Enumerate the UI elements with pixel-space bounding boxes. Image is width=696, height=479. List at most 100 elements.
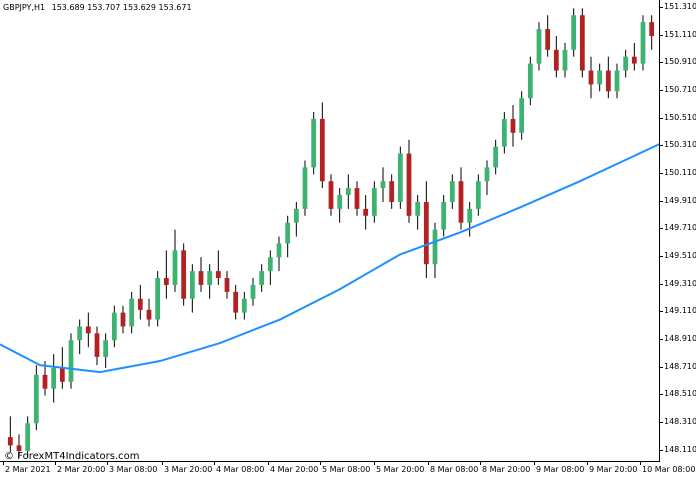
time-axis[interactable]: 2 Mar 2021 2 Mar 20:00 3 Mar 08:00 3 Mar 20…: [0, 462, 696, 479]
bull-candle: [519, 98, 525, 133]
bull-candle: [155, 278, 161, 320]
symbol-header: GBPJPY,H1 153.689 153.707 153.629 153.67…: [3, 3, 192, 13]
price-tick: [660, 366, 663, 368]
price-tick: [660, 145, 663, 147]
price-label: 149.710: [664, 223, 696, 233]
bull-candle: [103, 340, 109, 357]
time-tick: [214, 462, 215, 465]
price-tick: [660, 311, 663, 313]
time-label: 5 Mar 20:00: [376, 465, 425, 474]
price-label: 149.910: [664, 195, 696, 205]
bull-candle: [415, 201, 421, 216]
bear-candle: [59, 367, 65, 382]
bull-candle: [493, 146, 499, 168]
price-tick: [660, 62, 663, 64]
bull-candle: [475, 181, 481, 209]
price-axis[interactable]: 151.310 151.110 150.910 150.710 150.510 150.3…: [660, 0, 696, 462]
time-label: 4 Mar 08:00: [216, 465, 265, 474]
bear-candle: [233, 291, 239, 313]
price-label: 148.510: [664, 389, 696, 399]
price-tick: [660, 200, 663, 202]
bull-candle: [371, 188, 377, 216]
bull-candle: [302, 167, 308, 209]
bull-candle: [285, 222, 291, 244]
time-label: 9 Mar 20:00: [589, 465, 638, 474]
bull-candle: [397, 153, 403, 202]
bear-candle: [423, 201, 429, 265]
bull-candle: [77, 326, 83, 341]
bear-candle: [198, 271, 204, 285]
time-tick: [640, 462, 641, 465]
bear-candle: [389, 181, 395, 202]
bull-candle: [337, 195, 343, 209]
time-tick: [534, 462, 535, 465]
bull-candle: [241, 298, 247, 313]
bull-candle: [536, 29, 542, 64]
bear-candle: [163, 278, 169, 285]
price-tick: [660, 283, 663, 285]
bull-candle: [25, 423, 31, 451]
price-tick: [660, 117, 663, 119]
bear-candle: [319, 118, 325, 182]
time-label: 2 Mar 20:00: [57, 465, 106, 474]
price-tick: [660, 172, 663, 174]
price-label: 150.510: [664, 112, 696, 122]
time-tick: [3, 462, 4, 465]
bear-candle: [16, 445, 22, 451]
time-tick: [107, 462, 108, 465]
watermark-text: © ForexMT4Indicators.com: [4, 451, 140, 462]
time-tick: [162, 462, 163, 465]
price-label: 148.310: [664, 416, 696, 426]
bull-candle: [51, 367, 57, 389]
price-tick: [660, 394, 663, 396]
time-label: 9 Mar 08:00: [536, 465, 585, 474]
bull-candle: [467, 208, 473, 223]
bear-candle: [85, 326, 91, 334]
price-tick: [660, 228, 663, 230]
bull-candle: [527, 63, 533, 99]
bull-candle: [345, 188, 351, 196]
price-tick: [660, 34, 663, 36]
bull-candle: [259, 271, 265, 285]
bull-candle: [68, 340, 74, 382]
bear-candle: [631, 56, 637, 64]
bear-candle: [146, 309, 152, 320]
time-label: 8 Mar 20:00: [482, 465, 531, 474]
bear-candle: [605, 70, 611, 92]
bear-candle: [7, 437, 13, 446]
bull-candle: [562, 49, 568, 71]
bear-candle: [42, 374, 48, 389]
bull-candle: [449, 181, 455, 202]
bull-candle: [623, 56, 629, 71]
bull-candle: [640, 22, 646, 64]
bull-candle: [250, 284, 256, 299]
bear-candle: [94, 333, 100, 357]
bull-candle: [207, 271, 213, 285]
price-label: 148.910: [664, 333, 696, 343]
bear-candle: [354, 188, 360, 209]
time-tick: [268, 462, 269, 465]
bull-candle: [501, 118, 507, 147]
price-chart-area[interactable]: GBPJPY,H1 153.689 153.707 153.629 153.67…: [0, 0, 660, 462]
bear-candle: [458, 181, 464, 223]
time-tick: [320, 462, 321, 465]
price-label: 150.310: [664, 140, 696, 150]
bull-candle: [293, 208, 299, 223]
bull-candle: [276, 243, 282, 258]
time-label: 5 Mar 08:00: [322, 465, 371, 474]
price-tick: [660, 449, 663, 451]
bear-candle: [120, 312, 126, 327]
bull-candle: [172, 250, 178, 285]
bull-candle: [614, 70, 620, 92]
price-label: 150.910: [664, 57, 696, 67]
candlestick-chart: [0, 8, 659, 458]
bear-candle: [406, 153, 412, 216]
bear-candle: [553, 49, 559, 71]
price-label: 149.510: [664, 250, 696, 260]
time-label: 8 Mar 08:00: [430, 465, 479, 474]
bull-candle: [484, 167, 490, 182]
price-label: 150.710: [664, 84, 696, 94]
bull-candle: [432, 229, 438, 265]
bull-candle: [571, 15, 577, 50]
